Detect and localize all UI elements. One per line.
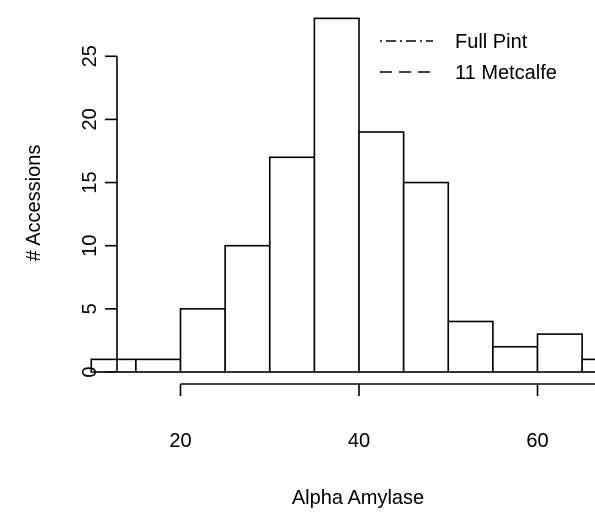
histogram-bar bbox=[536, 333, 583, 373]
histogram-bar bbox=[358, 131, 405, 373]
legend: Full Pint 11 Metcalfe bbox=[380, 31, 557, 84]
histogram-bar bbox=[313, 17, 360, 373]
x-tick-label: 40 bbox=[348, 430, 370, 452]
histogram-bars bbox=[90, 17, 595, 373]
y-axis: 0 5 10 15 20 25 bbox=[79, 45, 118, 378]
y-tick-label: 10 bbox=[79, 235, 101, 257]
x-tick-label: 60 bbox=[526, 430, 548, 452]
y-tick-label: 0 bbox=[79, 366, 101, 377]
y-tick-label: 15 bbox=[79, 171, 101, 193]
x-tick-label: 20 bbox=[169, 430, 191, 452]
histogram-bar bbox=[447, 320, 494, 373]
histogram-bar bbox=[581, 358, 595, 373]
histogram-bar bbox=[268, 156, 316, 373]
y-axis-title: # Accessions bbox=[23, 145, 45, 262]
histogram-bar bbox=[492, 345, 539, 373]
y-tick-label: 25 bbox=[79, 45, 101, 67]
y-tick-label: 20 bbox=[79, 108, 101, 130]
histogram-bar bbox=[224, 244, 271, 373]
legend-label: Full Pint bbox=[455, 31, 528, 53]
y-tick-label: 5 bbox=[79, 303, 101, 314]
histogram-bar bbox=[179, 308, 226, 373]
histogram-bar bbox=[402, 181, 450, 373]
histogram-bar bbox=[135, 358, 182, 373]
x-axis: 20406080 bbox=[169, 383, 595, 452]
legend-label: 11 Metcalfe bbox=[455, 62, 557, 84]
x-axis-title: Alpha Amylase bbox=[292, 487, 424, 509]
